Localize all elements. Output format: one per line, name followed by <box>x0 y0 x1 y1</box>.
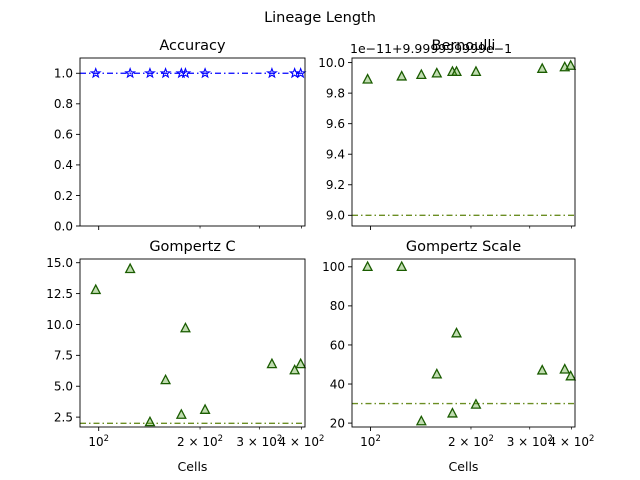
data-point-triangle <box>451 65 462 76</box>
data-point-triangle <box>536 364 548 375</box>
y-tick-label: 40 <box>330 377 345 391</box>
data-point-triangle <box>536 62 548 73</box>
data-point-star <box>179 67 192 79</box>
y-tick-label: 80 <box>330 299 345 313</box>
data-point-triangle <box>415 414 427 426</box>
data-point-triangle <box>295 357 307 369</box>
data-point-triangle <box>199 403 211 414</box>
y-tick-label: 60 <box>330 338 345 352</box>
y-tick-label: 9.2 <box>326 178 345 192</box>
y-tick-label: 7.5 <box>54 349 73 363</box>
y-tick-label: 0.0 <box>54 219 73 233</box>
y-tick-label: 100 <box>322 260 345 274</box>
y-tick-label: 15.0 <box>46 256 73 270</box>
data-point-triangle <box>396 260 408 272</box>
x-tick-label: 3 × 102 <box>507 434 553 449</box>
data-point-triangle <box>160 373 172 385</box>
x-tick-label: 102 <box>360 434 381 449</box>
x-tick-label: 4 × 102 <box>548 434 594 449</box>
x-tick-label: 3 × 102 <box>236 434 282 449</box>
y-tick-label: 9.4 <box>326 148 345 162</box>
data-point-triangle <box>144 415 156 427</box>
subplot-3: Gompertz C 2.5 5.0 7.5 10.0 12.5 15.0 102 2 × 10… <box>46 239 324 474</box>
axes-frame <box>351 57 576 227</box>
subplot-4: Gompertz Scale 20 40 60 80 100 102 2 × 102 3 × 1… <box>322 239 594 474</box>
axes-frame <box>79 258 306 428</box>
y-tick-label: 0.2 <box>54 189 73 203</box>
y-tick-label: 10.0 <box>46 318 73 332</box>
data-point-triangle <box>124 262 136 274</box>
data-point-triangle <box>179 321 191 333</box>
data-point-triangle <box>446 407 458 418</box>
data-point-triangle <box>470 65 482 76</box>
data-point-triangle <box>451 327 462 338</box>
y-tick-label: 0.4 <box>54 158 73 172</box>
data-point-triangle <box>415 68 427 80</box>
y-tick-label: 9.6 <box>326 117 345 131</box>
data-point-triangle <box>559 363 571 374</box>
data-point-star <box>294 67 307 79</box>
data-point-star <box>124 67 137 79</box>
data-point-triangle <box>289 363 301 375</box>
y-tick-label: 5.0 <box>54 380 73 394</box>
y-tick-label: 9.0 <box>326 209 345 223</box>
data-point-star <box>159 67 172 79</box>
y-tick-label: 10.0 <box>318 56 345 70</box>
x-tick-label: 102 <box>88 434 109 449</box>
data-point-triangle <box>90 283 102 295</box>
y-tick-label: 12.5 <box>46 287 73 301</box>
x-tick-label: 2 × 102 <box>177 434 223 449</box>
data-point-triangle <box>362 260 374 272</box>
data-point-triangle <box>470 398 482 409</box>
data-point-triangle <box>431 368 443 379</box>
x-axis-label: Cells <box>449 459 479 474</box>
data-point-triangle <box>565 370 577 381</box>
y-tick-label: 20 <box>330 416 345 430</box>
data-point-triangle <box>175 408 187 419</box>
data-point-star <box>89 67 102 79</box>
subplot-title: Accuracy <box>159 38 226 54</box>
data-point-triangle <box>266 357 278 369</box>
data-point-triangle <box>431 67 443 78</box>
subplot-title: Bernoulli <box>432 38 496 54</box>
data-point-star <box>144 67 156 79</box>
subplot-title: Gompertz Scale <box>406 239 521 255</box>
subplot-title: Gompertz C <box>149 239 235 255</box>
y-tick-label: 0.6 <box>54 128 73 142</box>
y-tick-label: 2.5 <box>54 410 73 424</box>
data-point-triangle <box>565 59 577 70</box>
axes-frame <box>351 258 576 428</box>
subplot-1: Accuracy 0.0 0.2 0.4 0.6 0.8 1.0 <box>54 38 307 233</box>
data-point-triangle <box>396 70 408 81</box>
data-point-star <box>266 67 278 79</box>
data-point-star <box>199 67 211 79</box>
data-point-triangle <box>362 73 374 84</box>
x-axis-label: Cells <box>178 459 208 474</box>
y-tick-label: 9.8 <box>326 86 345 100</box>
x-tick-label: 4 × 102 <box>278 434 324 449</box>
y-offset-label: 1e−11+9.999999999e−1 <box>350 41 512 56</box>
axes-frame <box>79 57 306 227</box>
x-tick-label: 2 × 102 <box>448 434 494 449</box>
y-tick-label: 1.0 <box>54 67 73 81</box>
figure-suptitle: Lineage Length <box>264 10 376 26</box>
y-tick-label: 0.8 <box>54 97 73 111</box>
